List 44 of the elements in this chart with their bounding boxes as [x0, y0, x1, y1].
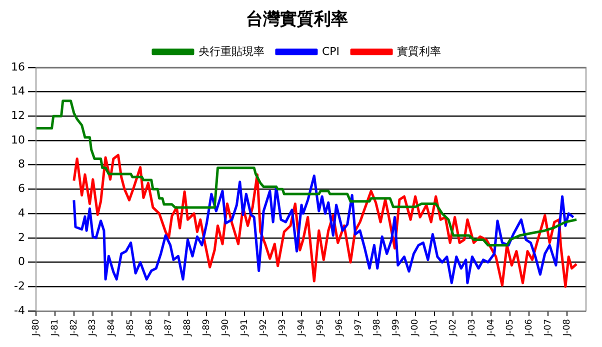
x-tick-label: J-90 — [220, 318, 231, 338]
y-tick-label: 2 — [18, 230, 25, 244]
x-tick-label: J-95 — [316, 318, 326, 338]
y-tick-label: 4 — [18, 206, 25, 220]
x-tick-label: J-92 — [258, 318, 269, 338]
y-tick-label: 12 — [10, 108, 25, 122]
x-tick-label: J-05 — [505, 318, 516, 338]
x-tick-label: J-07 — [543, 318, 554, 338]
y-tick-label: 8 — [18, 158, 25, 171]
x-tick-label: J-89 — [202, 318, 212, 338]
legend-label: 央行重貼現率 — [198, 44, 264, 58]
y-tick-label: 16 — [10, 60, 25, 74]
y-tick-label: -4 — [14, 304, 25, 317]
x-tick-label: J-96 — [334, 318, 345, 338]
x-tick-label: J-04 — [486, 318, 497, 338]
y-tick-label: 10 — [10, 133, 25, 146]
x-tick-label: J-82 — [69, 318, 80, 338]
x-tick-label: J-00 — [410, 318, 421, 338]
x-tick-label: J-03 — [468, 318, 478, 338]
x-tick-label: J-97 — [354, 318, 364, 338]
x-tick-label: J-87 — [164, 318, 174, 338]
x-tick-label: J-86 — [145, 318, 156, 338]
x-tick-label: J-85 — [126, 318, 136, 338]
chart-title: 台灣實質利率 — [246, 10, 348, 30]
x-tick-label: J-98 — [372, 318, 383, 338]
x-tick-label: J-06 — [524, 318, 534, 338]
x-tick-label: J-08 — [562, 318, 572, 338]
y-tick-label: 0 — [18, 255, 25, 268]
x-tick-label: J-02 — [448, 318, 459, 338]
legend-label: CPI — [322, 44, 340, 58]
y-tick-label: 6 — [18, 182, 25, 196]
x-tick-label: J-84 — [107, 318, 118, 338]
x-tick-label: J-88 — [183, 318, 194, 338]
x-tick-label: J-94 — [296, 318, 307, 338]
x-tick-label: J-80 — [31, 318, 42, 338]
y-tick-label: 14 — [10, 84, 25, 98]
x-tick-label: J-99 — [392, 318, 402, 338]
x-tick-label: J-83 — [88, 318, 98, 338]
x-tick-label: J-91 — [240, 318, 250, 338]
x-tick-label: J-93 — [278, 318, 288, 338]
y-tick-label: -2 — [14, 279, 25, 292]
x-tick-label: J-81 — [50, 318, 60, 338]
x-tick-label: J-01 — [430, 318, 440, 338]
legend-label: 實質利率 — [397, 44, 442, 58]
